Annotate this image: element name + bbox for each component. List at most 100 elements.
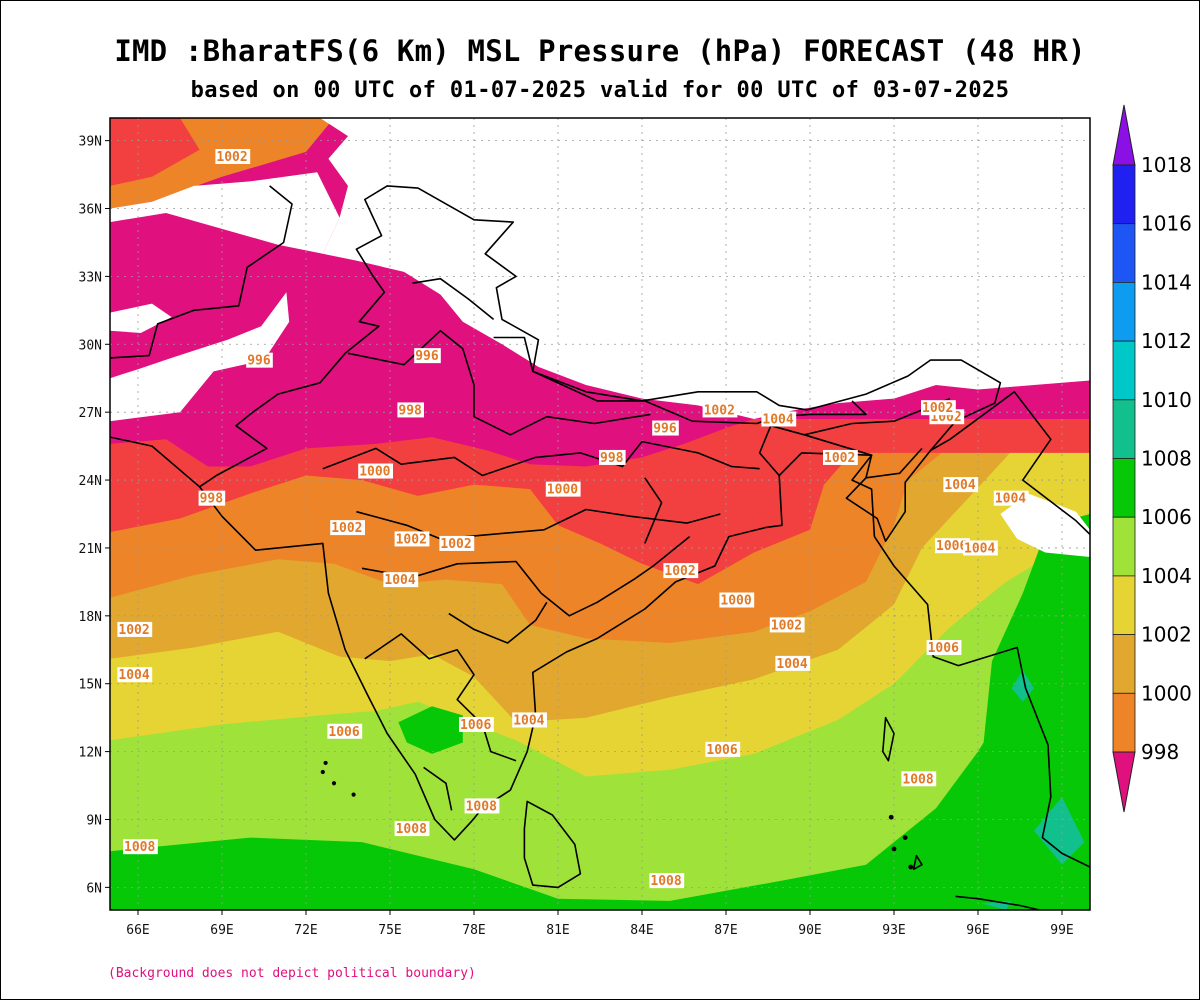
isobar-label: 1004: [943, 477, 979, 493]
lon-tick-label: 66E: [126, 923, 149, 938]
lat-tick-label: 36N: [79, 203, 102, 218]
state-border-10: [412, 277, 495, 321]
lon-tick-label: 78E: [462, 923, 485, 938]
isobar-label: 1004: [383, 572, 419, 588]
lat-tick-label: 18N: [79, 610, 102, 625]
svg-text:1002: 1002: [704, 403, 735, 418]
isobar-label: 1002: [702, 402, 738, 418]
state-border-9: [493, 336, 534, 372]
isobar-label: 1002: [921, 400, 956, 416]
isobar-label: 1002: [769, 617, 805, 633]
footnote: (Background does not depict political bo…: [108, 966, 476, 981]
colorbar-segment: [1112, 575, 1136, 636]
colorbar-segment: [1112, 516, 1136, 577]
nicobar-islet-3: [891, 846, 897, 852]
colorbar-label: 1002: [1141, 623, 1192, 647]
lon-tick-label: 84E: [630, 923, 653, 938]
zone-1008-1010-peninsula: [398, 706, 463, 754]
isobar-label: 1000: [545, 481, 581, 498]
svg-text:1004: 1004: [762, 412, 793, 427]
isobar-label: 1006: [935, 538, 970, 554]
svg-text:1004: 1004: [995, 492, 1026, 507]
bangladesh-border: [778, 452, 876, 537]
lakshadweep-islet-3: [320, 769, 325, 775]
myanmar-border: [930, 391, 1090, 535]
isobar-label: 1000: [358, 463, 393, 480]
lon-tick-label: 87E: [714, 923, 737, 938]
state-border-1: [322, 440, 760, 477]
isobar-label: 998: [397, 402, 424, 418]
colorbar-segment: [1112, 281, 1136, 342]
svg-text:1004: 1004: [384, 573, 415, 588]
isobar-label: 1008: [123, 839, 158, 855]
colorbar-label: 1008: [1141, 447, 1192, 471]
state-border-4: [361, 535, 691, 617]
lat-tick-label: 39N: [79, 135, 102, 150]
colorbar-label: 1012: [1141, 329, 1192, 353]
isobar-label: 1002: [823, 449, 858, 466]
lat-tick-label: 15N: [79, 678, 102, 693]
lat-tick-label: 27N: [79, 406, 102, 421]
colorbar-label: 1006: [1141, 505, 1192, 529]
svg-text:1002: 1002: [331, 521, 362, 536]
state-border-8: [644, 477, 663, 544]
isobar-label: 1002: [330, 520, 365, 536]
svg-text:1006: 1006: [328, 725, 359, 740]
svg-text:1004: 1004: [776, 657, 807, 672]
isobar-label: 1004: [993, 490, 1029, 507]
state-border-12: [865, 447, 923, 479]
colorbar-top-arrow: [1112, 104, 1136, 166]
svg-text:1008: 1008: [466, 799, 497, 814]
lat-tick-label: 33N: [79, 270, 102, 285]
lat-tick-label: 24N: [79, 474, 102, 489]
isobar-label: 996: [652, 420, 679, 437]
mask-myanmar-east: [1000, 493, 1090, 557]
nicobar-island: [912, 854, 923, 871]
isobar-label: 1004: [775, 655, 811, 672]
svg-text:1008: 1008: [124, 840, 155, 855]
colorbar-label: 1014: [1141, 270, 1192, 294]
plot-border: [109, 117, 1091, 911]
isobar-label: 996: [414, 348, 441, 364]
nepal-bhutan-border: [532, 370, 867, 425]
svg-text:998: 998: [398, 403, 422, 418]
colorbar-label: 998: [1141, 740, 1179, 764]
mask-west-edge: [110, 303, 172, 333]
svg-text:1004: 1004: [513, 713, 544, 728]
colorbar-label: 1016: [1141, 212, 1192, 236]
isobar-label: 996: [246, 352, 273, 369]
lon-tick-label: 75E: [378, 923, 401, 938]
svg-text:1006: 1006: [706, 743, 737, 758]
isobar-label: 1006: [926, 640, 962, 656]
lat-tick-label: 6N: [86, 881, 102, 896]
lakshadweep-islet-2: [331, 781, 337, 786]
isobar-label: 1004: [963, 540, 998, 556]
lon-tick-label: 72E: [294, 923, 317, 938]
svg-text:1000: 1000: [720, 594, 751, 609]
svg-text:1002: 1002: [216, 150, 247, 165]
isobar-label: 1004: [512, 712, 547, 728]
svg-text:996: 996: [415, 349, 439, 364]
isobar-label: 1004: [761, 411, 797, 427]
afghan-border: [110, 185, 293, 359]
lat-tick-label: 21N: [79, 542, 102, 557]
svg-text:998: 998: [600, 451, 624, 466]
svg-text:996: 996: [653, 422, 677, 437]
svg-text:1000: 1000: [547, 483, 578, 498]
svg-text:1002: 1002: [440, 537, 471, 552]
sumatra-coast: [955, 895, 1040, 910]
isobar-label: 1002: [439, 535, 475, 552]
isobar-label: 1006: [459, 716, 494, 733]
state-border-2: [356, 508, 721, 540]
isobar-label: 1002: [117, 621, 153, 638]
svg-text:1004: 1004: [964, 541, 995, 556]
nicobar-islet-2: [902, 835, 908, 840]
state-border-5: [364, 633, 517, 762]
lat-tick-label: 30N: [79, 338, 102, 353]
lon-tick-label: 69E: [210, 923, 233, 938]
svg-text:1004: 1004: [118, 668, 149, 683]
isobar-label: 1002: [394, 531, 430, 547]
sri-lanka: [523, 800, 582, 889]
colorbar-label: 1018: [1141, 153, 1192, 177]
